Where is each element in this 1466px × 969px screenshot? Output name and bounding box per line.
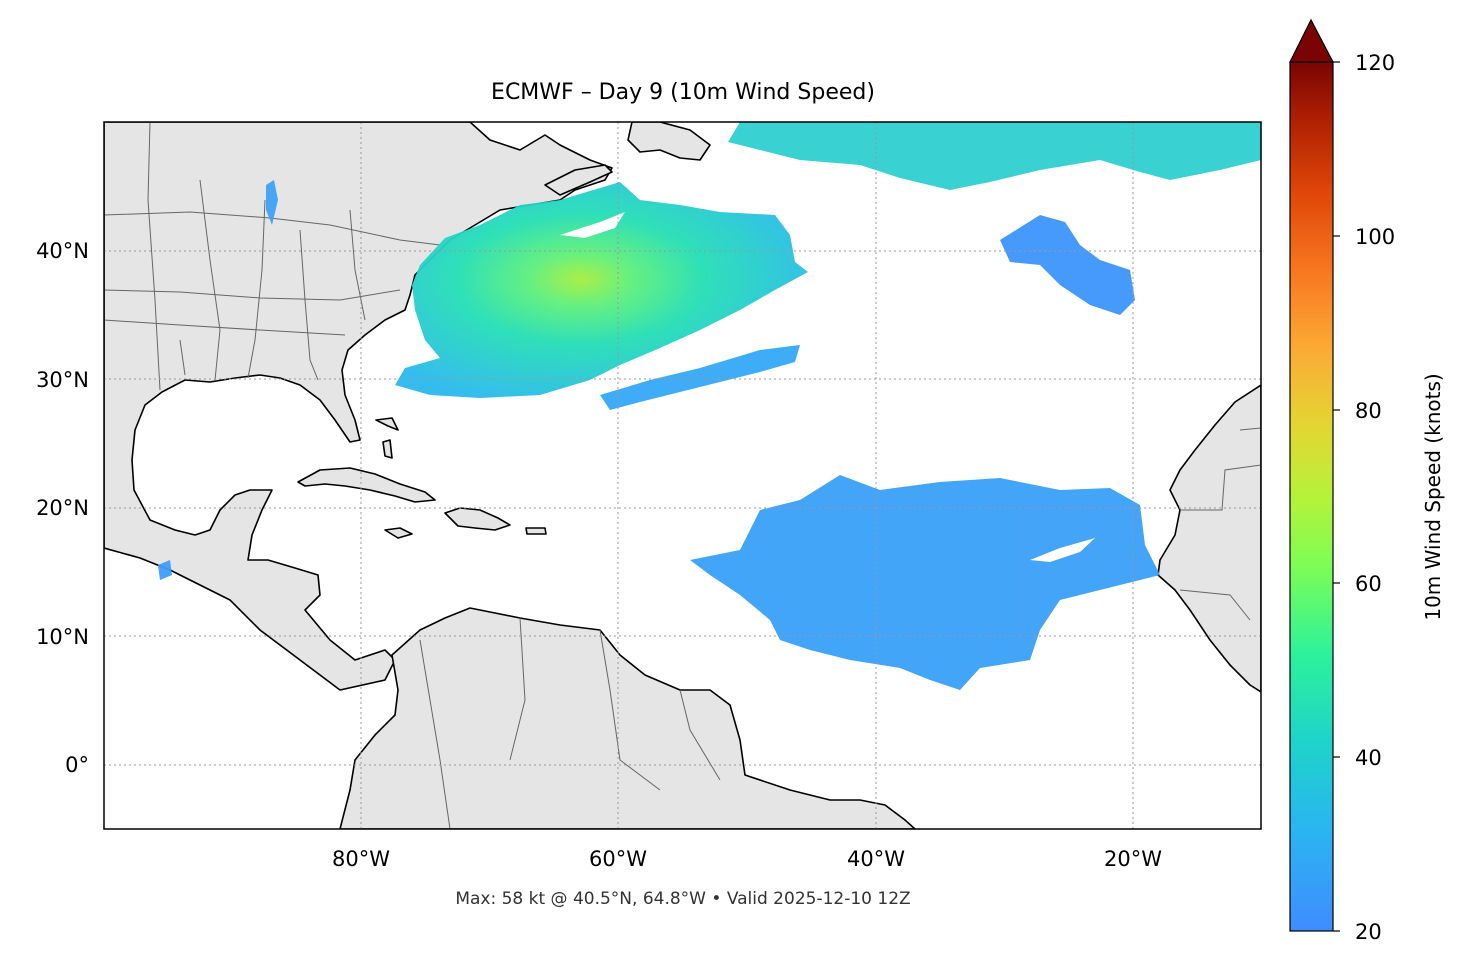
hispaniola	[444, 507, 511, 531]
africa-land	[1157, 384, 1261, 693]
colorbar-tick-labels: 20 40 60 80 100 120	[1355, 51, 1395, 944]
colorbar-tick-label: 20	[1355, 920, 1382, 944]
colorbar-label: 10m Wind Speed (knots)	[1421, 373, 1445, 620]
jamaica	[384, 527, 413, 539]
lon-tick-label: 60°W	[589, 847, 647, 871]
wind-region-lake	[266, 180, 278, 225]
north-america-land	[104, 122, 613, 691]
wind-region-trades-gap	[1030, 538, 1095, 562]
max-annotation: Max: 58 kt @ 40.5°N, 64.8°W • Valid 2025…	[455, 889, 910, 909]
south-america-land	[339, 607, 916, 829]
colorbar: 20 40 60 80 100 120 10m Wind Speed (knot…	[1289, 18, 1445, 944]
wind-region-caribbean-west	[158, 560, 172, 580]
colorbar-ticks	[1333, 61, 1340, 932]
newfoundland	[627, 122, 711, 161]
wind-region-gap	[560, 212, 625, 238]
wind-field	[158, 122, 1261, 690]
wind-region-subtropical	[600, 345, 800, 410]
wind-region-east-central	[1000, 215, 1135, 315]
lat-tick-labels: 40°N 30°N 20°N 10°N 0°	[36, 239, 89, 777]
colorbar-extend-arrow	[1289, 18, 1334, 63]
lon-tick-label: 40°W	[847, 847, 905, 871]
colorbar-tick-label: 120	[1355, 51, 1395, 75]
wind-region-far-north	[728, 122, 1261, 190]
plot-title: ECMWF – Day 9 (10m Wind Speed)	[491, 80, 875, 105]
colorbar-tick-label: 80	[1355, 399, 1382, 423]
puerto-rico	[525, 527, 547, 535]
colorbar-tick-label: 40	[1355, 746, 1382, 770]
wind-region-tropical-trades	[690, 475, 1160, 690]
nova-scotia	[544, 164, 613, 196]
lat-tick-label: 20°N	[36, 496, 89, 520]
land	[104, 122, 1261, 829]
lat-tick-label: 40°N	[36, 239, 89, 263]
wind-region-nw-atlantic	[395, 182, 808, 398]
colorbar-tick-label: 100	[1355, 225, 1395, 249]
colorbar-tick-label: 60	[1355, 572, 1382, 596]
cuba	[297, 467, 436, 503]
lat-tick-label: 30°N	[36, 368, 89, 392]
lon-tick-labels: 80°W 60°W 40°W 20°W	[332, 847, 1162, 871]
political-borders	[104, 122, 1261, 829]
lat-tick-label: 10°N	[36, 625, 89, 649]
map-panel	[104, 122, 1261, 829]
colorbar-gradient	[1289, 61, 1334, 932]
bahamas	[375, 417, 399, 459]
map-frame	[103, 121, 1262, 830]
lat-tick-label: 0°	[65, 753, 89, 777]
lon-tick-label: 80°W	[332, 847, 390, 871]
lon-tick-label: 20°W	[1104, 847, 1162, 871]
